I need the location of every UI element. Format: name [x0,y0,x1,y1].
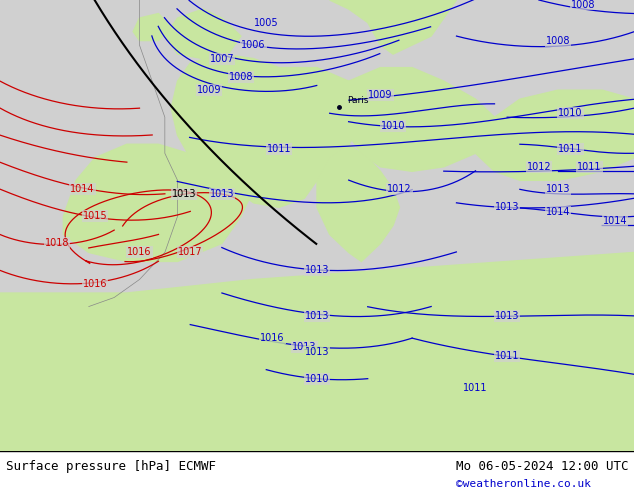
Polygon shape [0,252,634,451]
Text: Surface pressure [hPa] ECMWF: Surface pressure [hPa] ECMWF [6,460,216,473]
Text: Paris: Paris [347,96,369,104]
Text: 1013: 1013 [305,311,329,320]
Text: 1015: 1015 [83,211,107,221]
Text: 1012: 1012 [527,162,551,172]
Polygon shape [133,14,171,41]
Text: 1014: 1014 [603,216,627,226]
Text: 1016: 1016 [261,333,285,343]
Text: 1013: 1013 [292,342,316,352]
Text: 1013: 1013 [210,189,234,199]
Text: 1007: 1007 [210,53,234,64]
Text: 1010: 1010 [381,121,405,131]
Text: 1013: 1013 [546,184,570,195]
Polygon shape [165,9,241,59]
Text: 1013: 1013 [305,266,329,275]
Text: 1016: 1016 [83,279,107,289]
Text: 1011: 1011 [463,383,488,392]
Text: 1011: 1011 [559,144,583,154]
Text: ©weatheronline.co.uk: ©weatheronline.co.uk [456,479,592,489]
Text: 1018: 1018 [45,239,69,248]
Text: 1014: 1014 [70,184,94,195]
Text: 1008: 1008 [571,0,595,9]
Polygon shape [330,0,456,54]
Text: 1013: 1013 [172,189,196,199]
Text: 1010: 1010 [305,374,329,384]
Text: 1011: 1011 [578,162,602,172]
Polygon shape [171,54,368,207]
Text: 1016: 1016 [127,247,152,257]
Text: 1009: 1009 [368,90,392,99]
Text: 1013: 1013 [495,311,519,320]
Text: 1011: 1011 [267,144,291,154]
Text: 1013: 1013 [495,202,519,212]
Polygon shape [317,144,399,262]
Text: 1009: 1009 [197,85,221,95]
Polygon shape [342,68,495,172]
Text: 1017: 1017 [178,247,202,257]
Text: 1014: 1014 [546,207,570,217]
Text: 1005: 1005 [254,18,278,27]
Text: 1008: 1008 [546,36,570,46]
Polygon shape [476,90,634,180]
Text: Mo 06-05-2024 12:00 UTC (18+90): Mo 06-05-2024 12:00 UTC (18+90) [456,460,634,473]
Text: 1010: 1010 [559,108,583,118]
Polygon shape [63,144,254,262]
Text: 1008: 1008 [229,72,253,82]
Text: 1006: 1006 [242,40,266,50]
Text: 1012: 1012 [387,184,411,195]
Text: 1013: 1013 [305,346,329,357]
Text: 1011: 1011 [495,351,519,361]
